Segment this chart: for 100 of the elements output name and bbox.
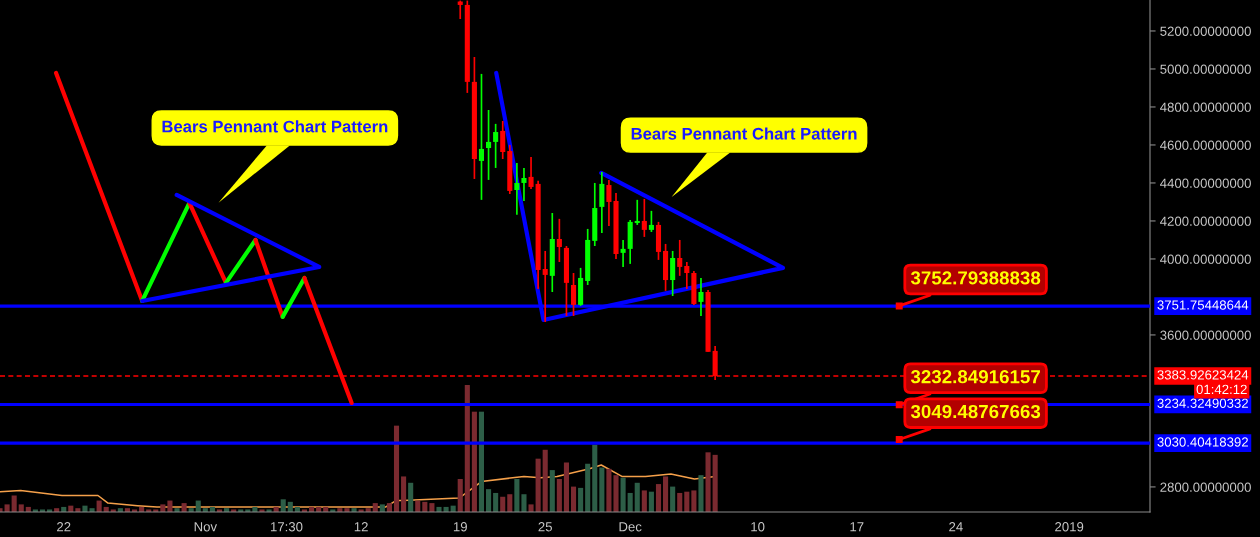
candlestick [514, 162, 520, 216]
candlestick [698, 277, 704, 317]
bar [535, 458, 541, 512]
candlestick [670, 250, 676, 297]
bar [613, 475, 619, 512]
candlestick [528, 156, 534, 190]
bar [521, 494, 527, 512]
bar [542, 449, 548, 512]
bar [393, 425, 400, 512]
bar [18, 504, 24, 512]
candlestick [556, 218, 562, 263]
bar [570, 486, 577, 512]
y-tick-label: 4200.00000000 [1160, 216, 1251, 226]
x-tick-label: 25 [538, 522, 552, 532]
bar [712, 454, 718, 512]
bar [648, 491, 654, 512]
bar [599, 467, 605, 512]
y-tick-label: 4600.00000000 [1160, 140, 1251, 150]
annotation: 3232.84916157 [910, 370, 1040, 384]
y-tick-label: 5200.00000000 [1160, 26, 1251, 36]
y-tick-label: 5000.00000000 [1160, 64, 1251, 74]
ref-line-label: 3383.92623424 [1157, 370, 1249, 380]
bar [259, 509, 265, 512]
annotation: Bears Pennant Chart Pattern [631, 127, 857, 140]
bar [457, 478, 463, 512]
x-tick-label: 17:30 [270, 522, 303, 532]
candlestick [521, 167, 527, 202]
y-tick-label: 4800.00000000 [1160, 102, 1251, 112]
y-tick-label: 3600.00000000 [1160, 330, 1251, 340]
candlestick [606, 179, 612, 227]
x-tick-label: 2019 [1055, 522, 1084, 532]
bar [436, 506, 442, 512]
annotation: Bears Pennant Chart Pattern [162, 120, 388, 133]
bar [670, 486, 676, 512]
x-tick-label: Dec [619, 522, 642, 532]
bar [514, 478, 520, 512]
y-tick-label: 4000.00000000 [1160, 254, 1251, 264]
bar [578, 487, 584, 512]
annotation: 3752.79388838 [910, 271, 1041, 285]
x-tick-label: 17 [850, 522, 864, 532]
ref-line-label: 3030.40418392 [1157, 437, 1248, 447]
candlestick [648, 210, 654, 233]
candlestick [493, 123, 499, 169]
bar [677, 492, 683, 512]
bar [563, 462, 569, 512]
candlestick [620, 239, 626, 268]
bar [691, 490, 697, 512]
bar [11, 495, 17, 512]
candlestick [641, 198, 647, 238]
bar [4, 504, 10, 512]
ref-line-label: 3751.75448644 [1157, 300, 1249, 310]
bar [528, 504, 534, 512]
candlestick [486, 109, 492, 181]
bar [634, 482, 640, 512]
candlestick [599, 171, 605, 234]
bar [174, 508, 180, 512]
bar [486, 489, 492, 512]
bar [627, 492, 633, 512]
bar [698, 475, 704, 512]
candlestick [677, 239, 683, 277]
bar [592, 444, 598, 512]
bar [606, 468, 612, 512]
x-tick-label: 22 [57, 522, 71, 532]
bar [408, 482, 414, 512]
bar [549, 470, 555, 512]
candlestick [542, 250, 548, 323]
bar [641, 490, 647, 512]
x-tick-label: Nov [194, 522, 218, 532]
bar [379, 504, 385, 512]
bar [556, 478, 562, 512]
y-tick-label: 2800.00000000 [1160, 482, 1251, 492]
bar [401, 476, 407, 512]
bar [464, 385, 470, 512]
bar [160, 504, 166, 512]
bar [655, 484, 662, 512]
x-tick-label: 24 [949, 522, 963, 532]
bar [705, 452, 711, 512]
x-tick-label: 12 [354, 522, 368, 532]
bar [507, 494, 513, 512]
bar [471, 411, 477, 512]
bar [620, 477, 626, 512]
candlestick [500, 120, 506, 160]
bar [500, 496, 506, 512]
candlestick [478, 73, 485, 201]
candlestick [684, 261, 690, 290]
x-tick-label: 19 [453, 522, 467, 532]
y-tick-label: 4400.00000000 [1160, 178, 1251, 188]
candlestick [570, 272, 577, 317]
annotation: 3049.48767663 [910, 404, 1041, 419]
bar [478, 411, 485, 512]
bar [493, 492, 499, 512]
candlestick [634, 199, 640, 226]
ref-line-label: 3234.32490332 [1157, 398, 1248, 408]
x-tick-label: 10 [751, 522, 765, 532]
bar [684, 491, 690, 512]
bar [280, 499, 286, 512]
bar [585, 463, 591, 512]
bar [663, 476, 669, 512]
bar [351, 508, 357, 512]
text: 01:42:12 [1196, 384, 1247, 395]
